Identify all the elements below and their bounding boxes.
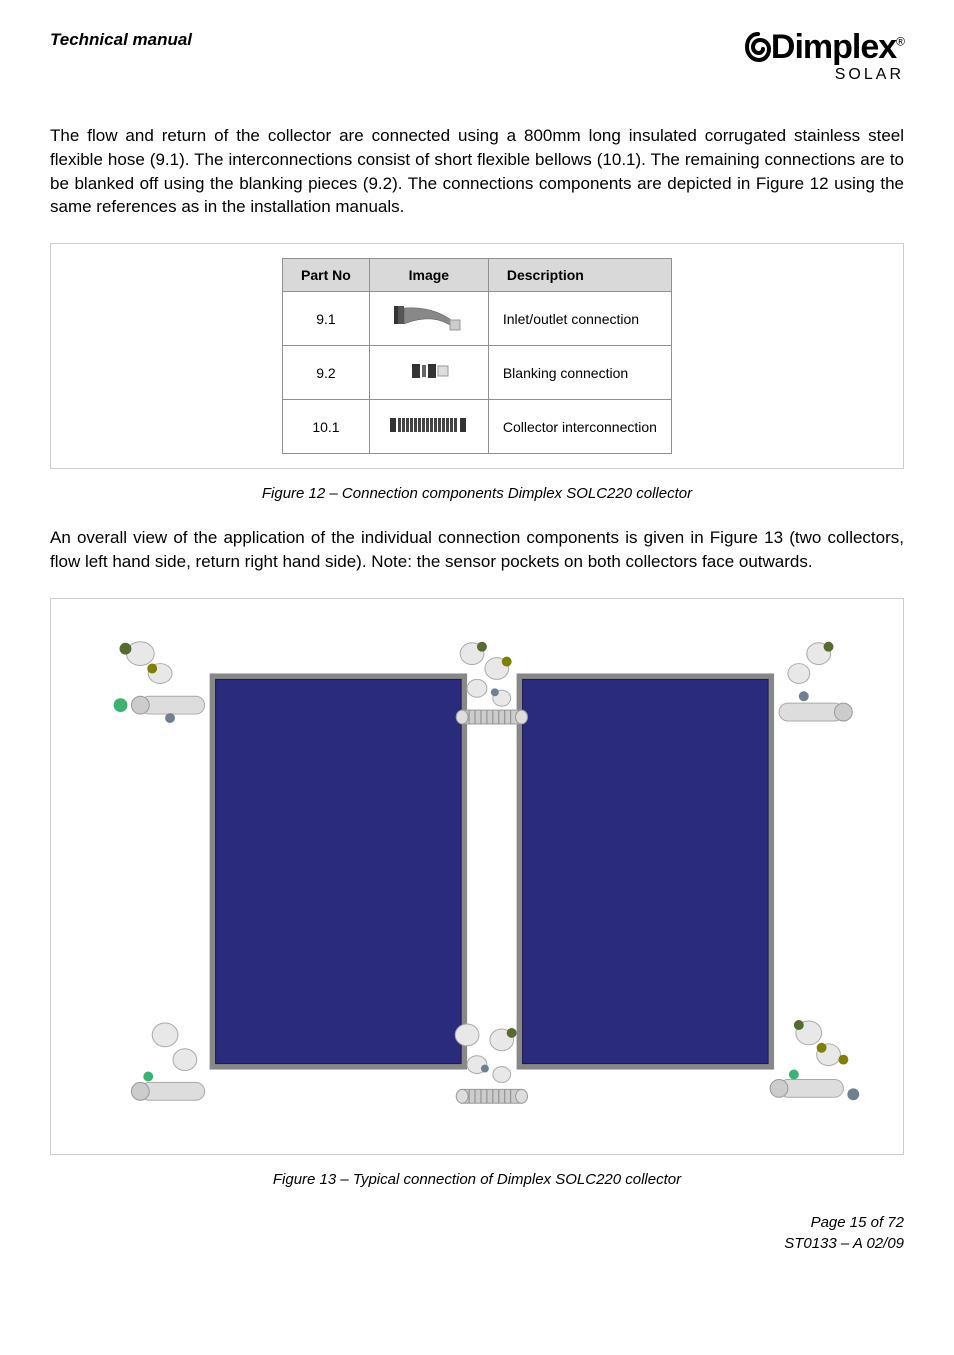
connector-bottom-left xyxy=(131,1023,204,1100)
figure-12-caption: Figure 12 – Connection components Dimple… xyxy=(50,485,904,502)
collector-diagram xyxy=(71,619,883,1134)
connector-bottom-right xyxy=(770,1020,859,1100)
cell-partno: 9.1 xyxy=(283,292,370,346)
blanking-icon xyxy=(384,356,474,386)
panel-left xyxy=(216,679,462,1063)
cell-partno: 10.1 xyxy=(283,400,370,454)
parts-table: Part No Image Description 9.1 Inlet/outl… xyxy=(282,258,672,454)
figure-13-container xyxy=(50,598,904,1155)
figure-12-container: Part No Image Description 9.1 Inlet/outl… xyxy=(50,243,904,469)
connector-top-right xyxy=(779,642,852,721)
table-row: 10.1 xyxy=(283,400,672,454)
header-title: Technical manual xyxy=(50,30,192,50)
footer-page: Page 15 of 72 xyxy=(50,1212,904,1233)
figure-13-caption: Figure 13 – Typical connection of Dimple… xyxy=(50,1171,904,1188)
cell-desc: Blanking connection xyxy=(488,346,671,400)
th-partno: Part No xyxy=(283,259,370,292)
cell-image xyxy=(369,400,488,454)
table-row: 9.2 Blanking connection xyxy=(283,346,672,400)
intro-paragraph-2: An overall view of the application of th… xyxy=(50,526,904,574)
cell-partno: 9.2 xyxy=(283,346,370,400)
brand-logo: Dimplex® SOLAR xyxy=(745,30,904,84)
th-image: Image xyxy=(369,259,488,292)
bellows-icon xyxy=(384,410,474,440)
cell-image xyxy=(369,346,488,400)
connector-top-left xyxy=(114,642,205,723)
footer-doc: ST0133 – A 02/09 xyxy=(50,1233,904,1254)
page-header: Technical manual Dimplex® SOLAR xyxy=(50,30,904,84)
logo-subtitle: SOLAR xyxy=(745,66,904,84)
cell-desc: Collector interconnection xyxy=(488,400,671,454)
cell-image xyxy=(369,292,488,346)
panel-right xyxy=(523,679,769,1063)
intro-paragraph-1: The flow and return of the collector are… xyxy=(50,124,904,219)
page-footer: Page 15 of 72 ST0133 – A 02/09 xyxy=(50,1212,904,1254)
hose-icon xyxy=(384,302,474,332)
logo-swirl-icon xyxy=(745,32,771,62)
table-row: 9.1 Inlet/outlet connection xyxy=(283,292,672,346)
th-description: Description xyxy=(488,259,671,292)
cell-desc: Inlet/outlet connection xyxy=(488,292,671,346)
